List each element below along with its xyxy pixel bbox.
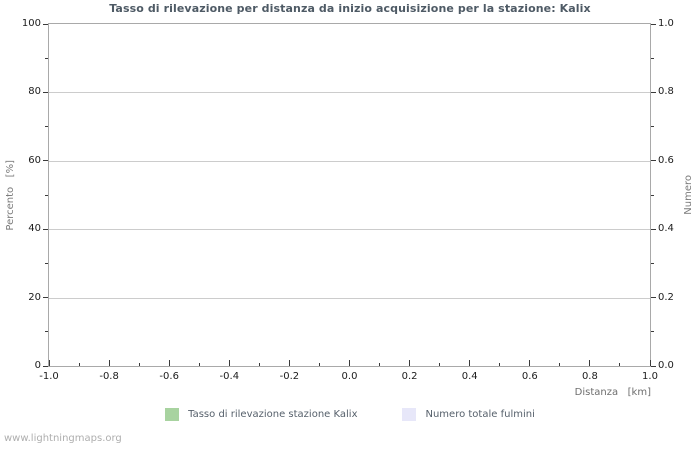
- y-left-minor-tick: [45, 57, 48, 59]
- y-right-major-tick: [651, 160, 656, 162]
- x-tick-label: 1.0: [642, 371, 658, 382]
- x-minor-tick: [318, 363, 320, 366]
- x-tick-label: 0.4: [461, 371, 478, 382]
- x-minor-tick: [619, 363, 621, 366]
- y-left-major-tick: [43, 91, 48, 93]
- x-major-tick: [48, 360, 50, 366]
- total-strokes-swatch-icon: [402, 408, 417, 421]
- y-left-tick-label: 0: [34, 360, 41, 371]
- x-major-tick: [529, 360, 531, 366]
- legend-entry-total-strokes: Numero totale fulmini: [402, 408, 535, 421]
- y-left-major-tick: [43, 228, 48, 230]
- x-axis-title: Distanza [km]: [574, 387, 651, 398]
- x-tick-label: -0.2: [279, 371, 300, 382]
- gridline: [49, 297, 650, 299]
- x-tick-label: 0.8: [581, 371, 598, 382]
- x-minor-tick: [198, 363, 200, 366]
- x-major-tick: [469, 360, 471, 366]
- x-tick-label: -1.0: [39, 371, 59, 382]
- gridline: [49, 160, 650, 162]
- y-right-major-tick: [651, 91, 656, 93]
- legend-label-detection-rate: Tasso di rilevazione stazione Kalix: [188, 409, 358, 420]
- y-right-tick-label: 0.6: [658, 154, 674, 166]
- legend-entry-detection-rate: Tasso di rilevazione stazione Kalix: [165, 408, 357, 421]
- x-major-tick: [108, 360, 110, 366]
- y-right-tick-label: 1.0: [658, 18, 674, 29]
- x-tick-label: 0.2: [401, 371, 418, 382]
- y-right-minor-tick: [651, 126, 654, 128]
- y-right-major-tick: [651, 23, 656, 25]
- x-minor-tick: [499, 363, 501, 366]
- y-left-major-tick: [43, 365, 48, 367]
- x-major-tick: [589, 360, 591, 366]
- gridline: [49, 92, 650, 94]
- x-tick-label: 0.0: [341, 371, 358, 382]
- x-tick-label: -0.4: [219, 371, 240, 382]
- y-right-minor-tick: [651, 331, 654, 333]
- y-left-minor-tick: [45, 262, 48, 264]
- y-right-tick-label: 0.0: [658, 360, 674, 371]
- y-right-tick-label: 0.8: [658, 86, 674, 98]
- x-major-tick: [349, 360, 350, 366]
- y-left-major-tick: [43, 297, 48, 299]
- y-right-tick-label: 0.4: [658, 223, 674, 235]
- y-left-minor-tick: [45, 126, 48, 128]
- x-minor-tick: [379, 363, 381, 366]
- y-left-tick-label: 100: [21, 18, 41, 29]
- x-tick-label: -0.8: [99, 371, 119, 382]
- x-tick-label: 0.6: [521, 371, 538, 382]
- y-left-tick-label: 80: [28, 86, 41, 98]
- chart-title: Tasso di rilevazione per distanza da ini…: [109, 2, 591, 15]
- y-right-major-tick: [651, 297, 656, 299]
- x-minor-tick: [138, 363, 140, 366]
- y-axis-right-title: Numero: [680, 23, 696, 367]
- watermark: www.lightningmaps.org: [4, 433, 122, 444]
- y-left-tick-label: 20: [28, 291, 41, 303]
- y-left-tick-label: 60: [28, 154, 41, 166]
- y-right-major-tick: [651, 228, 656, 230]
- legend-label-total-strokes: Numero totale fulmini: [425, 409, 535, 420]
- y-right-tick-label: 0.2: [658, 291, 674, 303]
- x-major-tick: [409, 360, 411, 366]
- y-left-major-tick: [43, 160, 48, 162]
- x-tick-label: -0.6: [159, 371, 179, 382]
- y-right-minor-tick: [651, 262, 654, 264]
- y-left-minor-tick: [45, 331, 48, 333]
- y-left-major-tick: [43, 23, 48, 25]
- detection-rate-swatch-icon: [165, 408, 180, 421]
- x-minor-tick: [258, 363, 260, 366]
- y-left-minor-tick: [45, 194, 48, 196]
- y-left-tick-label: 40: [28, 223, 41, 235]
- plot-area: 0 20 40 60 80 100 0.0 0.2 0.4 0.6 0.8 1.0 -1.0 -0.8 -0…: [22, 18, 674, 382]
- x-major-tick: [649, 360, 651, 366]
- y-axis-left-title: Percento [%]: [2, 23, 18, 367]
- legend: Tasso di rilevazione stazione Kalix Nume…: [0, 408, 700, 421]
- y-right-minor-tick: [651, 194, 654, 196]
- x-major-tick: [168, 360, 170, 366]
- x-minor-tick: [78, 363, 80, 366]
- x-major-tick: [228, 360, 230, 366]
- y-axis-left-title-text: Percento [%]: [4, 159, 16, 231]
- x-minor-tick: [439, 363, 441, 366]
- y-right-major-tick: [651, 365, 656, 367]
- x-major-tick: [288, 360, 290, 366]
- y-axis-right-title-text: Numero: [682, 175, 694, 215]
- gridline: [49, 229, 650, 231]
- y-right-minor-tick: [651, 57, 654, 59]
- x-minor-tick: [559, 363, 561, 366]
